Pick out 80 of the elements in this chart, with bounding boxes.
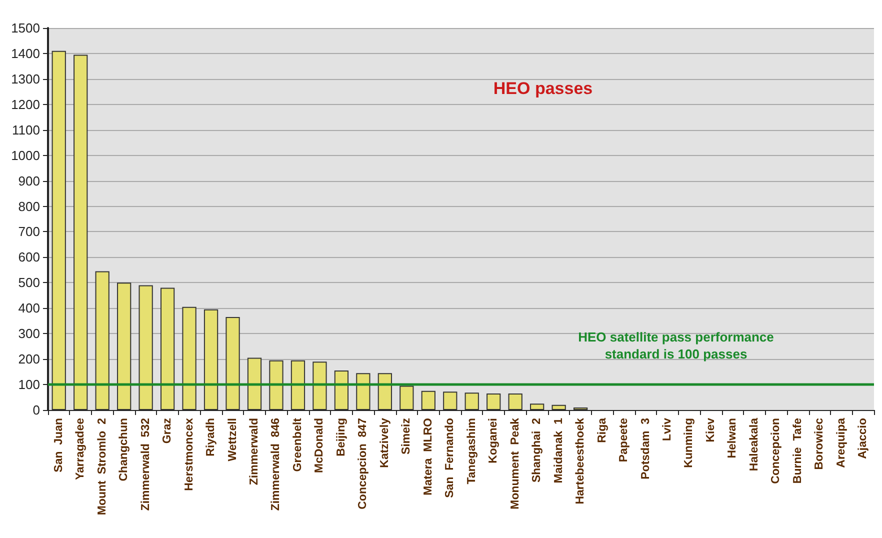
y-tick-label: 1100 xyxy=(12,122,40,138)
x-tick-label: Haleakala xyxy=(748,417,760,472)
x-tick-label: Matera MLRO xyxy=(422,418,434,496)
y-tick-label: 100 xyxy=(18,377,40,392)
y-tick-label: 500 xyxy=(18,275,40,290)
y-tick-label: 800 xyxy=(18,198,40,214)
y-tick-label: 1500 xyxy=(11,20,40,36)
y-tick-label: 1200 xyxy=(11,96,40,112)
x-tick-label: Greenbelt xyxy=(292,418,304,472)
y-tick-label: 600 xyxy=(18,250,40,265)
x-tick-label: Simeiz xyxy=(400,418,413,454)
x-tick-label: Mount Stromlo 2 xyxy=(96,418,108,516)
y-tick-label: 200 xyxy=(18,352,40,367)
x-tick-label: Yarragadee xyxy=(74,418,87,480)
bar xyxy=(356,373,370,410)
bar xyxy=(160,288,175,410)
x-tick-label: Monument Peak xyxy=(509,417,522,510)
x-tick-label: Helwan xyxy=(726,418,739,458)
bar xyxy=(226,317,240,410)
x-tick-label: Riga xyxy=(596,417,608,443)
bar xyxy=(95,271,110,410)
y-tick-label: 900 xyxy=(18,173,40,188)
x-tick-label: Concepcion 847 xyxy=(357,418,370,510)
x-tick-label: Katzively xyxy=(378,417,391,468)
x-tick-label: Lviv xyxy=(662,417,674,442)
x-tick-label: Zimmerwald 846 xyxy=(270,418,282,511)
x-tick-label: Zimmerwald 532 xyxy=(140,418,152,511)
bar xyxy=(312,362,327,410)
y-tick-label: 1000 xyxy=(11,148,40,163)
bar xyxy=(290,360,306,410)
bar xyxy=(247,358,262,410)
x-tick-label: Koganei xyxy=(488,418,500,464)
x-tick-label: Hartebeesthoek xyxy=(574,417,587,504)
y-tick-label: 700 xyxy=(18,224,40,240)
x-tick-label: Maidanak 1 xyxy=(552,417,565,484)
bar xyxy=(486,393,501,410)
bar xyxy=(552,404,566,410)
y-tick-label: 0 xyxy=(32,402,40,418)
x-tick-label: Changchun xyxy=(118,418,130,482)
bar xyxy=(138,285,153,410)
text: HEO passes xyxy=(493,79,593,98)
ref-line-label: HEO satellite pass performance standard is 100 passes xyxy=(578,330,774,362)
bar xyxy=(204,309,218,410)
bar xyxy=(464,392,479,410)
x-tick-label: Tanegashim xyxy=(466,418,478,484)
bar xyxy=(74,54,88,410)
x-tick-label: Papeete xyxy=(618,418,630,462)
x-tick-label: Ajaccio xyxy=(857,418,870,459)
y-tick-label: 1300 xyxy=(11,71,40,86)
bar xyxy=(182,306,196,410)
x-tick-label: Kunming xyxy=(683,418,696,468)
y-tick-label: 400 xyxy=(18,300,40,316)
bar xyxy=(421,390,436,410)
bar xyxy=(400,386,414,410)
y-tick-label: 300 xyxy=(18,326,40,342)
bar xyxy=(52,50,66,410)
x-tick-label: Arequipa xyxy=(835,417,848,468)
x-tick-label: Borowiec xyxy=(814,417,826,470)
x-tick-label: San Juan xyxy=(52,418,65,472)
y-tick-label: 1400 xyxy=(11,46,40,61)
bar xyxy=(443,392,458,410)
bar xyxy=(530,404,544,410)
x-tick-label: Herstmoncex xyxy=(183,417,196,491)
bar xyxy=(508,393,522,410)
x-tick-label: Wettzell xyxy=(226,418,239,462)
x-tick-label: Graz xyxy=(162,418,174,444)
x-tick-label: San Fernando xyxy=(444,418,456,498)
x-tick-label: Riyadh xyxy=(205,418,218,456)
x-tick-label: Concepcion xyxy=(770,418,782,484)
bar xyxy=(269,360,284,410)
bar xyxy=(334,370,349,410)
x-tick-label: Kiev xyxy=(704,417,717,442)
x-tick-label: Burnie Tafe xyxy=(792,418,804,484)
x-tick-label: Zimmerwald xyxy=(248,418,260,486)
x-tick-label: McDonald xyxy=(314,418,326,473)
x-tick-label: Potsdam 3 xyxy=(640,418,652,480)
bar xyxy=(117,282,132,410)
bar xyxy=(378,373,392,410)
x-tick-label: Beijing xyxy=(335,418,348,456)
x-tick-label: Shanghai 2 xyxy=(531,418,544,483)
